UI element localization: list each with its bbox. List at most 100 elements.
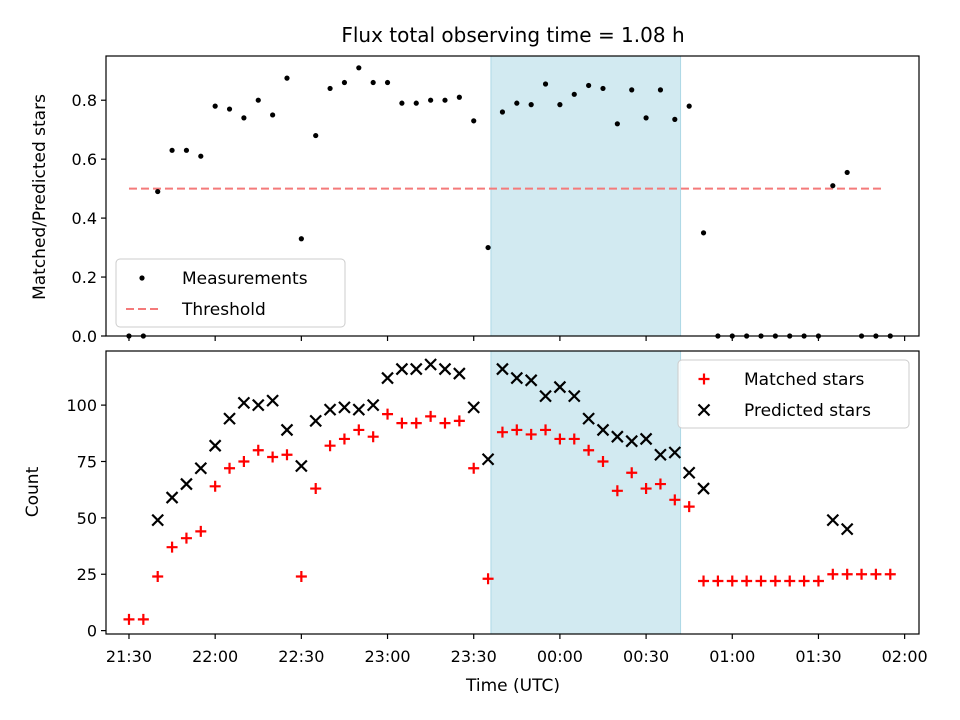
matched-point	[812, 575, 824, 587]
matched-point	[482, 573, 494, 585]
measurement-point	[428, 97, 434, 103]
measurement-point	[686, 103, 692, 109]
predicted-point	[208, 439, 222, 452]
predicted-point	[654, 448, 667, 462]
top-panel: 0.0 0.2 0.4 0.6 0.8 Measurements Threshold	[72, 55, 920, 346]
measurement-point	[672, 116, 678, 122]
matched-point	[281, 449, 293, 461]
x-tick-label: 00:00	[537, 647, 583, 666]
measurement-point	[442, 97, 448, 103]
top-y-tick-label: 0.2	[72, 268, 97, 287]
matched-point	[540, 424, 552, 436]
matched-point	[425, 410, 437, 422]
measurement-point	[327, 85, 333, 92]
matched-point	[827, 568, 839, 580]
x-tick-label: 22:30	[278, 647, 324, 666]
top-axes-frame	[105, 55, 920, 337]
predicted-point	[280, 423, 294, 437]
measurement-point	[844, 169, 850, 176]
matched-point	[453, 415, 465, 427]
matched-point	[626, 467, 638, 479]
bottom-y-tick-label: 25	[77, 565, 97, 584]
predicted-point	[381, 371, 394, 385]
matched-point	[137, 613, 149, 625]
bottom-observing-window	[490, 350, 682, 635]
measurement-point	[830, 183, 836, 189]
matched-point	[267, 451, 279, 463]
predicted-point	[668, 446, 682, 459]
measurement-point	[399, 100, 405, 106]
matched-point	[741, 575, 753, 587]
measurement-point	[614, 121, 620, 127]
predicted-point	[237, 396, 251, 410]
measurement-point	[298, 236, 304, 242]
measurement-point	[198, 153, 204, 159]
matched-point	[511, 424, 523, 436]
bottom-y-axis-label: Count	[23, 466, 43, 517]
x-tick-label: 21:30	[106, 647, 152, 666]
matched-point	[583, 444, 595, 456]
top-y-tick-label: 0.0	[72, 327, 97, 346]
matched-point	[382, 408, 394, 420]
predicted-point	[453, 367, 466, 380]
measurement-point	[643, 115, 649, 121]
measurement-point	[384, 79, 391, 86]
predicted-point	[625, 434, 638, 448]
measurement-point	[528, 102, 534, 108]
legend-plus-swatch	[698, 373, 710, 385]
x-tick-label: 01:30	[795, 647, 841, 666]
x-tick-label: 01:00	[709, 647, 755, 666]
predicted-point	[309, 414, 322, 428]
predicted-point	[481, 452, 495, 466]
legend-label: Predicted stars	[744, 401, 871, 421]
bottom-axes-frame	[105, 350, 920, 635]
predicted-point	[266, 394, 279, 407]
predicted-point	[682, 466, 696, 480]
bottom-panel: 0 25 50 75 100 21:30 22:00 22:30 23:00 23:30 00:00…	[66, 350, 928, 666]
predicted-point	[366, 398, 380, 412]
legend-label: Matched stars	[744, 370, 864, 390]
measurement-point	[284, 75, 290, 81]
matched-point	[195, 525, 207, 537]
matched-point	[784, 575, 796, 587]
matched-point	[338, 433, 350, 445]
predicted-point	[524, 374, 538, 387]
matched-point	[123, 613, 135, 625]
matched-point	[856, 568, 868, 580]
x-tick-label: 23:00	[364, 647, 410, 666]
measurement-point	[586, 82, 592, 89]
matched-point	[180, 532, 192, 544]
measurement-point	[241, 115, 247, 121]
predicted-point	[223, 412, 236, 425]
top-legend	[115, 258, 346, 328]
matched-point	[841, 568, 853, 580]
measurement-point	[356, 65, 362, 71]
measurement-point	[456, 94, 462, 100]
predicted-point	[567, 389, 581, 403]
matched-point	[410, 417, 422, 429]
bottom-y-tick-label: 75	[77, 452, 97, 471]
measurement-point	[514, 100, 520, 106]
predicted-point	[596, 423, 610, 437]
bottom-y-tick-label: 0	[87, 622, 97, 641]
measurement-point	[600, 85, 606, 92]
top-y-tick-label: 0.4	[72, 209, 97, 228]
matched-point	[554, 433, 566, 445]
measurement-point	[571, 91, 577, 97]
bottom-y-tick-label: 100	[66, 396, 97, 415]
matched-point	[712, 575, 724, 587]
predicted-point	[395, 362, 409, 376]
matched-point	[654, 478, 666, 490]
matched-point	[367, 431, 379, 443]
matched-point	[597, 455, 609, 467]
legend-dot-swatch	[139, 275, 145, 281]
matched-point	[698, 575, 710, 587]
matched-point	[798, 575, 810, 587]
measurement-point	[542, 81, 549, 87]
x-tick-label: 02:00	[882, 647, 928, 666]
predicted-point	[295, 459, 308, 473]
measurement-point	[169, 147, 175, 153]
predicted-point	[251, 398, 265, 412]
matched-point	[152, 570, 164, 582]
